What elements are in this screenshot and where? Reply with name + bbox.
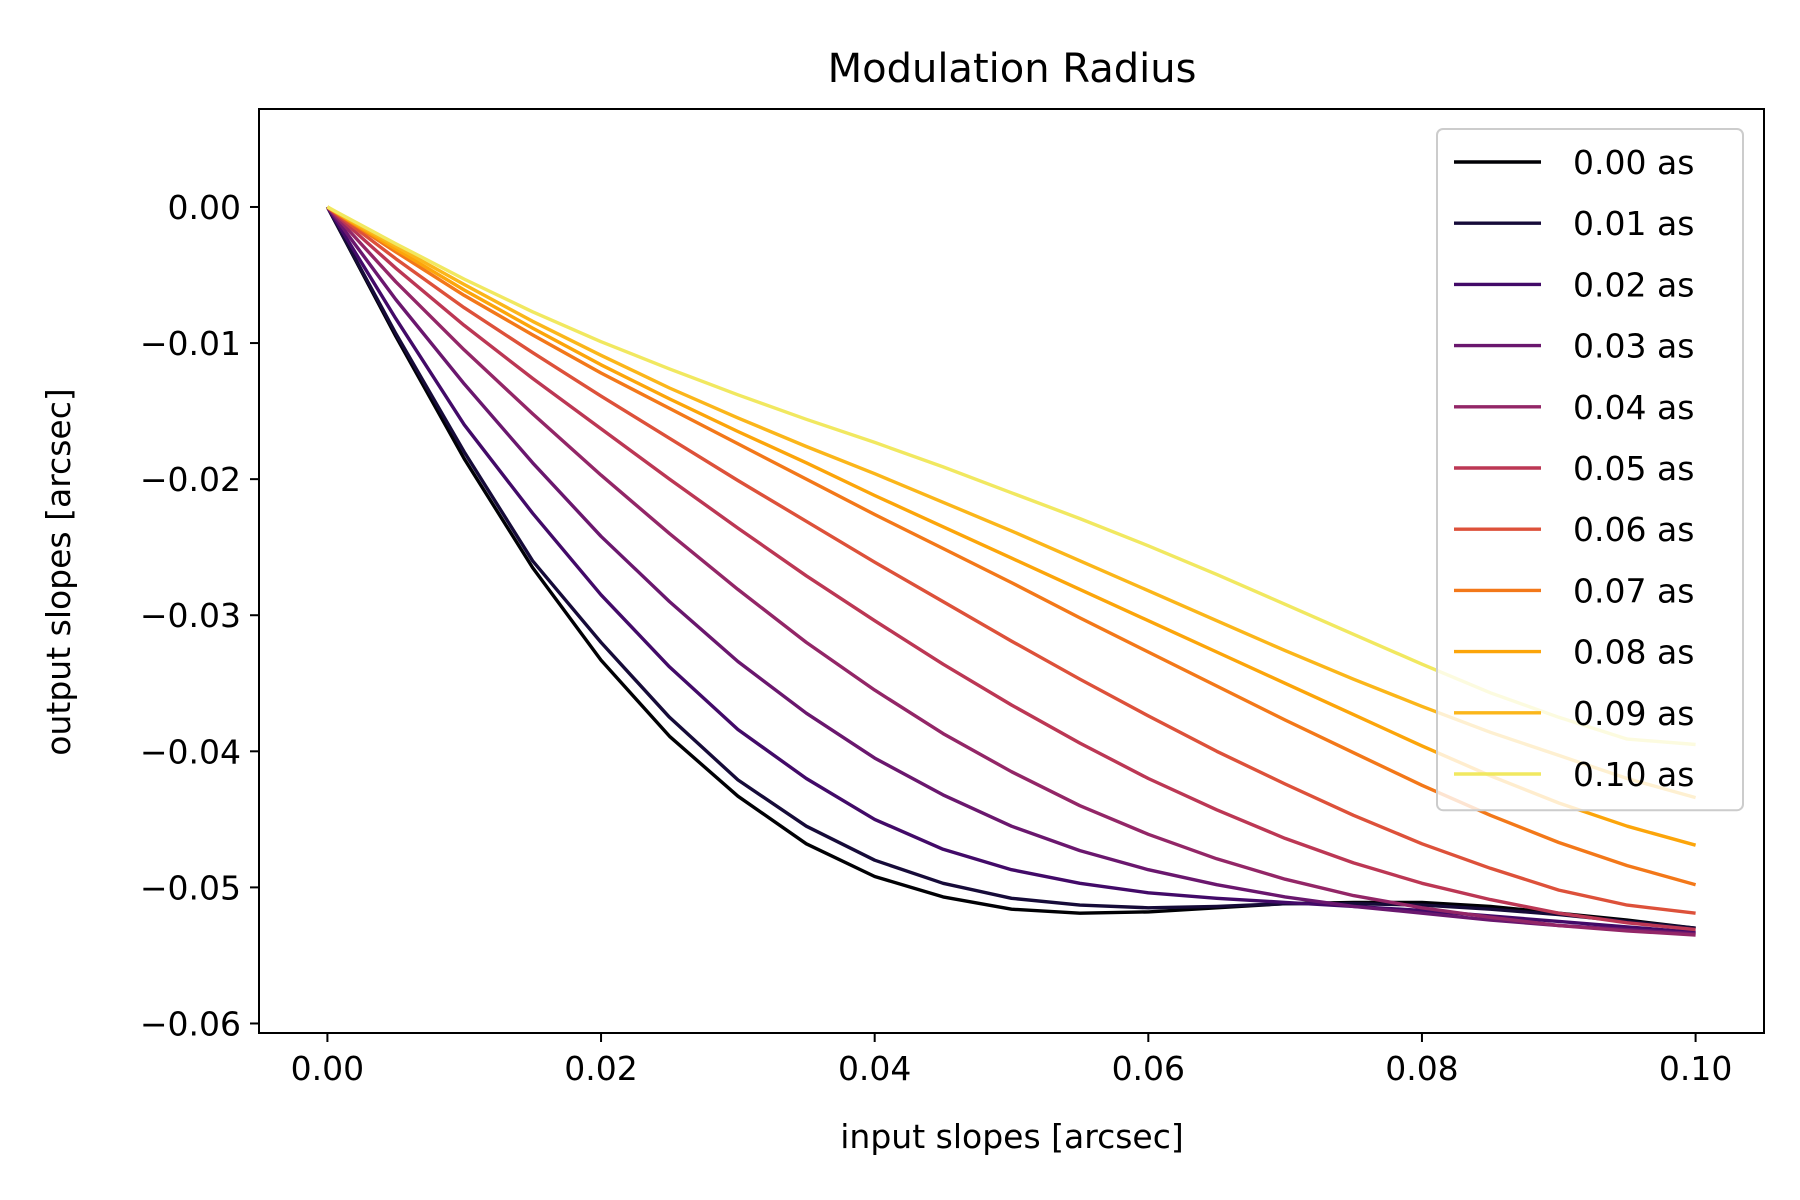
legend-label: 0.08 as xyxy=(1573,633,1694,672)
x-axis-ticks: 0.00 0.02 0.04 0.06 0.08 0.10 xyxy=(291,1033,1732,1088)
legend-label: 0.05 as xyxy=(1573,449,1694,488)
x-tick-label: 0.00 xyxy=(291,1049,364,1088)
x-tick-label: 0.10 xyxy=(1659,1049,1732,1088)
series-line-6 xyxy=(326,205,1696,915)
x-tick-label: 0.06 xyxy=(1112,1049,1185,1088)
legend: 0.00 as 0.01 as 0.02 as 0.03 as 0.04 as 0.05 … xyxy=(1436,128,1744,812)
legend-label: 0.09 as xyxy=(1573,694,1694,733)
y-tick-label: −0.03 xyxy=(140,596,241,635)
series-line-1 xyxy=(325,206,1696,930)
legend-label: 0.02 as xyxy=(1573,265,1694,304)
y-tick-label: −0.01 xyxy=(140,324,241,363)
x-tick-label: 0.04 xyxy=(838,1049,911,1088)
legend-label: 0.07 as xyxy=(1573,571,1694,610)
y-axis-label: output slopes [arcsec] xyxy=(39,388,78,755)
series-line-3 xyxy=(326,205,1696,936)
x-axis-label: input slopes [arcsec] xyxy=(840,1117,1183,1156)
x-tick-label: 0.02 xyxy=(564,1049,637,1088)
legend-label: 0.06 as xyxy=(1573,510,1694,549)
y-tick-label: 0.00 xyxy=(168,188,241,227)
y-axis-ticks: 0.00 −0.01 −0.02 −0.03 −0.04 −0.05 −0.06 xyxy=(140,188,259,1043)
series-line-0 xyxy=(325,206,1696,930)
y-tick-label: −0.06 xyxy=(140,1004,241,1043)
x-tick-label: 0.08 xyxy=(1385,1049,1458,1088)
y-tick-label: −0.04 xyxy=(140,732,241,771)
series-line-5 xyxy=(326,205,1696,932)
legend-label: 0.04 as xyxy=(1573,388,1694,427)
legend-label: 0.00 as xyxy=(1573,143,1694,182)
y-tick-label: −0.05 xyxy=(140,868,241,907)
y-tick-label: −0.02 xyxy=(140,460,241,499)
legend-label: 0.03 as xyxy=(1573,327,1694,366)
plot-area-frame xyxy=(258,108,1765,1034)
chart-title: Modulation Radius xyxy=(828,46,1197,92)
series-line-4 xyxy=(326,205,1696,937)
legend-label: 0.01 as xyxy=(1573,204,1694,243)
legend-label: 0.10 as xyxy=(1573,755,1694,794)
legend-box xyxy=(1436,128,1744,812)
